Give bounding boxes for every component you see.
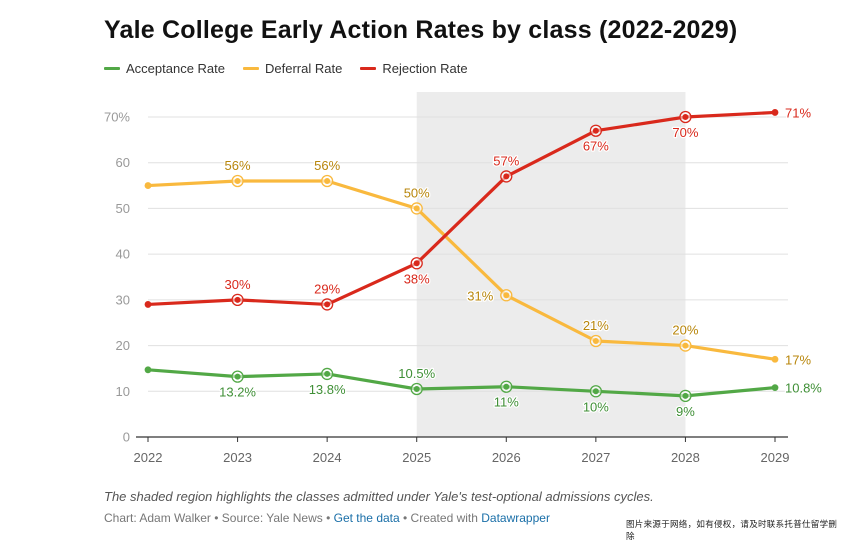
x-tick-label: 2025 xyxy=(402,450,431,465)
deferral-rate-marker-dot xyxy=(234,178,241,184)
rejection-rate-marker-dot xyxy=(503,173,510,180)
x-tick-label: 2024 xyxy=(313,450,342,465)
watermark-text: 图片来源于网络，如有侵权，请及时联系托普仕留学删除 xyxy=(626,519,838,541)
y-tick-label: 50 xyxy=(116,201,130,216)
x-tick-label: 2023 xyxy=(223,450,252,465)
deferral-rate-marker-dot xyxy=(592,338,599,344)
rejection-rate-data-label: 57% xyxy=(493,153,519,168)
rejection-rate-data-label: 29% xyxy=(314,281,340,296)
acceptance-rate-endpoint xyxy=(144,366,152,374)
acceptance-rate-data-label: 9% xyxy=(676,404,695,419)
y-tick-label: 10 xyxy=(116,384,130,399)
rejection-rate-marker-dot xyxy=(682,114,689,120)
rejection-rate-data-label: 38% xyxy=(404,271,430,286)
acceptance-rate-data-label: 10.8% xyxy=(785,381,822,396)
legend-swatch-deferral xyxy=(243,67,260,70)
acceptance-rate-marker-dot xyxy=(234,373,241,380)
legend-item-deferral: Deferral Rate xyxy=(243,61,342,76)
deferral-rate-marker-dot xyxy=(503,292,510,299)
rejection-rate-data-label: 30% xyxy=(225,277,251,292)
legend: Acceptance Rate Deferral Rate Rejection … xyxy=(104,61,468,76)
x-tick-label: 2022 xyxy=(134,450,163,465)
rejection-rate-marker-dot xyxy=(234,296,241,303)
deferral-rate-marker-dot xyxy=(413,205,420,212)
x-tick-label: 2028 xyxy=(671,450,700,465)
y-tick-label: 60 xyxy=(116,155,130,170)
legend-item-rejection: Rejection Rate xyxy=(360,61,468,76)
legend-label-deferral: Deferral Rate xyxy=(265,61,343,76)
acceptance-rate-line xyxy=(146,368,777,398)
acceptance-rate-marker-dot xyxy=(413,386,420,392)
deferral-rate-marker-dot xyxy=(682,342,689,349)
rejection-rate-marker-dot xyxy=(592,127,599,134)
acceptance-rate-marker-dot xyxy=(324,370,331,377)
footer-separator: • xyxy=(322,511,334,525)
deferral-rate-data-label: 20% xyxy=(672,323,698,338)
rejection-rate-data-label: 71% xyxy=(785,105,811,120)
get-the-data-link[interactable]: Get the data xyxy=(333,511,400,525)
acceptance-rate-data-label: 11% xyxy=(494,395,519,410)
rejection-rate-data-label: 70% xyxy=(672,125,698,140)
deferral-rate-line xyxy=(146,179,777,361)
y-tick-label: 40 xyxy=(116,247,130,262)
acceptance-rate-endpoint xyxy=(771,384,779,392)
rejection-rate-data-label: 67% xyxy=(583,139,609,154)
shaded-test-optional-region xyxy=(416,92,686,437)
y-tick-label: 30 xyxy=(116,292,130,307)
acceptance-rate-data-label: 10.5% xyxy=(398,366,435,381)
deferral-rate-endpoint xyxy=(771,355,779,363)
line-chart: 0 10 20 30 40 50 60 70% 2022 2023 2024 2025 2026 2027… xyxy=(104,92,824,465)
deferral-rate-data-label: 31% xyxy=(467,288,493,303)
deferral-rate-marker-dot xyxy=(324,178,331,184)
rejection-rate-endpoint xyxy=(144,301,152,308)
footer-credit: Chart: Adam Walker xyxy=(104,511,211,525)
deferral-rate-data-label: 56% xyxy=(314,158,340,173)
datawrapper-link[interactable]: Datawrapper xyxy=(481,511,550,525)
rejection-rate-marker-dot xyxy=(413,260,420,267)
x-tick-label: 2029 xyxy=(761,450,790,465)
rejection-rate-line xyxy=(146,110,777,307)
deferral-rate-data-label: 50% xyxy=(404,185,430,200)
acceptance-rate-data-label: 13.8% xyxy=(309,382,346,397)
legend-swatch-rejection xyxy=(360,67,377,70)
x-tick-label: 2027 xyxy=(581,450,610,465)
footer-separator: • xyxy=(399,511,411,525)
y-tick-label: 70% xyxy=(104,110,130,125)
deferral-rate-data-label: 56% xyxy=(225,158,251,173)
rejection-rate-marker-dot xyxy=(324,301,331,308)
chart-note: The shaded region highlights the classes… xyxy=(104,489,654,504)
y-tick-label: 0 xyxy=(123,430,130,445)
acceptance-rate-marker-dot xyxy=(592,388,599,395)
chart-footer: Chart: Adam Walker • Source: Yale News •… xyxy=(104,511,550,525)
legend-label-acceptance: Acceptance Rate xyxy=(126,61,226,76)
acceptance-rate-marker-dot xyxy=(682,392,689,399)
footer-separator: • xyxy=(210,511,222,525)
deferral-rate-endpoint xyxy=(144,182,152,189)
legend-item-acceptance: Acceptance Rate xyxy=(104,61,225,76)
deferral-rate-data-label: 21% xyxy=(583,318,609,333)
footer-created-with: Created with xyxy=(410,511,482,525)
legend-swatch-acceptance xyxy=(104,67,120,70)
footer-source: Source: Yale News xyxy=(221,511,323,525)
acceptance-rate-data-label: 10% xyxy=(583,399,609,414)
y-tick-label: 20 xyxy=(116,338,130,353)
legend-label-rejection: Rejection Rate xyxy=(382,61,468,76)
rejection-rate-endpoint xyxy=(771,109,779,116)
acceptance-rate-marker-dot xyxy=(503,383,510,390)
acceptance-rate-data-label: 13.2% xyxy=(219,385,256,400)
x-tick-label: 2026 xyxy=(492,450,521,465)
deferral-rate-data-label: 17% xyxy=(785,352,811,367)
chart-title: Yale College Early Action Rates by class… xyxy=(104,16,738,44)
